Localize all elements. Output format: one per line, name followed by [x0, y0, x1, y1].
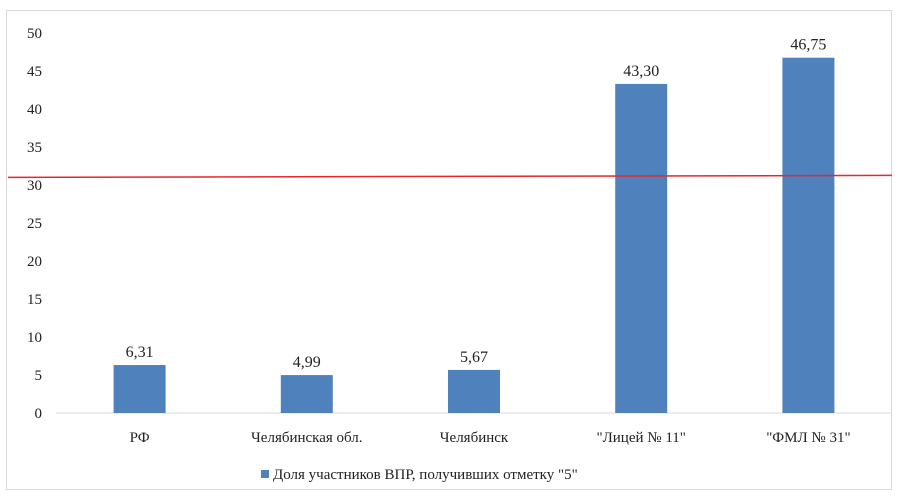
y-tick-label: 5	[35, 368, 43, 384]
data-label: 4,99	[293, 354, 321, 371]
x-tick-label: Челябинск	[440, 430, 509, 446]
bar	[448, 369, 500, 413]
y-tick-label: 10	[27, 330, 42, 346]
y-tick-label: 40	[27, 102, 42, 118]
data-label: 6,31	[126, 344, 154, 361]
bar	[280, 375, 333, 413]
y-tick-label: 20	[27, 254, 42, 270]
y-tick-label: 30	[27, 178, 42, 194]
y-tick-label: 25	[27, 216, 42, 232]
y-tick-label: 50	[27, 26, 42, 42]
legend-swatch	[261, 470, 269, 478]
bar	[113, 365, 166, 413]
y-tick-label: 45	[27, 64, 42, 80]
data-label: 43,30	[623, 63, 659, 80]
legend-label: Доля участников ВПР, получивших отметку …	[273, 467, 578, 483]
y-tick-label: 35	[27, 140, 42, 156]
data-label: 5,67	[460, 349, 488, 366]
bar	[782, 57, 835, 413]
x-tick-label: РФ	[130, 430, 150, 446]
x-tick-label: "Лицей № 11"	[596, 430, 685, 446]
reference-line	[7, 174, 893, 179]
y-tick-label: 15	[27, 292, 42, 308]
x-tick-label: "ФМЛ № 31"	[766, 430, 850, 446]
x-tick-label: Челябинская обл.	[251, 430, 363, 446]
data-label: 46,75	[790, 37, 826, 54]
bar	[615, 83, 668, 414]
y-tick-label: 0	[35, 406, 43, 422]
